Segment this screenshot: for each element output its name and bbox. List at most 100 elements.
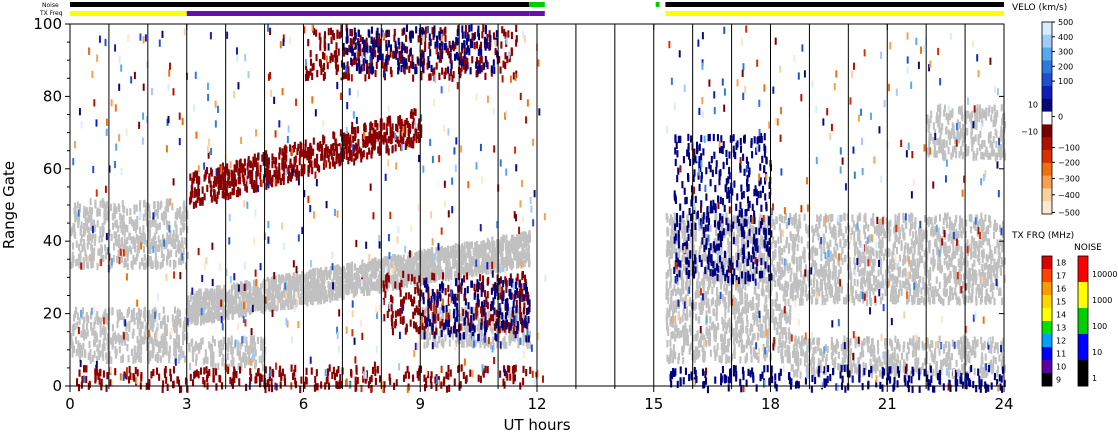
echo-cell — [482, 240, 485, 248]
echo-cell — [150, 314, 153, 322]
echo-cell — [115, 231, 118, 239]
echo-cell — [230, 359, 233, 367]
echo-cell — [204, 301, 207, 309]
echo-cell — [219, 290, 223, 299]
echo-cell — [165, 220, 169, 228]
echo-cell — [445, 308, 448, 316]
echo-cell — [783, 263, 786, 271]
echo-cell — [521, 252, 524, 260]
echo-cell — [993, 219, 997, 227]
echo-cell — [202, 311, 205, 320]
echo-cell — [702, 285, 705, 293]
echo-cell — [79, 238, 82, 246]
echo-cell — [258, 300, 261, 308]
echo-cell — [776, 293, 779, 302]
echo-cell — [840, 286, 843, 294]
echo-cell — [860, 268, 863, 276]
echo-cell — [922, 282, 925, 290]
echo-cell — [509, 313, 512, 321]
echo-cell — [126, 208, 129, 216]
echo-cell — [469, 255, 472, 263]
echo-cell — [301, 270, 304, 279]
echo-cell — [155, 326, 158, 335]
echo-cell — [944, 273, 947, 281]
echo-cell — [120, 225, 123, 234]
echo-cell — [261, 304, 264, 312]
echo-cell — [893, 240, 896, 248]
echo-cell — [812, 280, 815, 288]
echo-cell — [822, 273, 825, 281]
echo-cell — [997, 288, 1001, 296]
echo-cell — [92, 328, 95, 336]
echo-cell — [320, 293, 323, 301]
echo-cell — [725, 257, 728, 265]
echo-cell — [717, 298, 720, 306]
echo-cell — [969, 226, 973, 234]
echo-cell — [174, 220, 177, 228]
echo-cell — [422, 269, 425, 277]
echo-cell — [729, 249, 732, 257]
echo-cell — [276, 303, 279, 311]
echo-cell — [155, 258, 158, 267]
echo-cell — [91, 235, 94, 243]
echo-cell — [836, 243, 839, 251]
echo-cell — [763, 267, 766, 276]
echo-cell — [804, 289, 807, 297]
echo-cell — [192, 309, 195, 317]
echo-cell — [93, 339, 96, 347]
echo-cell — [837, 286, 840, 294]
echo-cell — [749, 236, 752, 244]
echo-cell — [138, 312, 141, 320]
echo-cell — [978, 257, 981, 266]
echo-cell — [865, 290, 868, 298]
echo-cell — [489, 259, 492, 267]
echo-cell — [872, 213, 875, 221]
echo-cell — [90, 217, 93, 225]
echo-cell — [519, 251, 522, 259]
echo-cell — [287, 289, 290, 297]
echo-cell — [381, 258, 384, 267]
echo-cell — [793, 246, 796, 254]
echo-cell — [117, 333, 120, 341]
echo-cell — [217, 362, 220, 370]
echo-cell — [97, 352, 100, 361]
echo-cell — [159, 355, 162, 363]
echo-cell — [129, 216, 132, 224]
echo-cell — [832, 231, 835, 240]
echo-cell — [751, 296, 754, 304]
echo-cell — [324, 294, 327, 302]
echo-cell — [685, 294, 688, 302]
echo-cell — [749, 264, 752, 272]
echo-cell — [250, 297, 253, 305]
echo-cell — [500, 325, 503, 333]
echo-cell — [503, 341, 506, 349]
echo-cell — [477, 319, 480, 327]
echo-cell — [945, 214, 948, 222]
echo-cell — [195, 318, 198, 326]
echo-cell — [73, 345, 76, 353]
echo-cell — [842, 233, 845, 241]
echo-cell — [872, 258, 875, 266]
echo-cell — [895, 235, 898, 243]
echo-cell — [688, 223, 691, 231]
echo-cell — [183, 222, 186, 230]
echo-cell — [122, 244, 125, 252]
echo-cell — [505, 238, 508, 246]
echo-cell — [945, 221, 949, 229]
top-status-bars: Noise TX Freq — [39, 2, 1004, 17]
echo-cell — [826, 274, 830, 282]
echo-cell — [299, 297, 302, 305]
echo-cell — [77, 217, 80, 225]
echo-cell — [913, 297, 916, 305]
echo-cell — [326, 272, 329, 280]
echo-cell — [690, 257, 693, 265]
echo-cell — [737, 223, 740, 231]
echo-cell — [821, 298, 824, 306]
echo-cell — [858, 228, 861, 237]
echo-cell — [990, 249, 993, 257]
echo-cell — [353, 284, 357, 292]
echo-cell — [515, 234, 518, 242]
echo-cell — [940, 296, 943, 305]
echo-cell — [839, 238, 842, 246]
